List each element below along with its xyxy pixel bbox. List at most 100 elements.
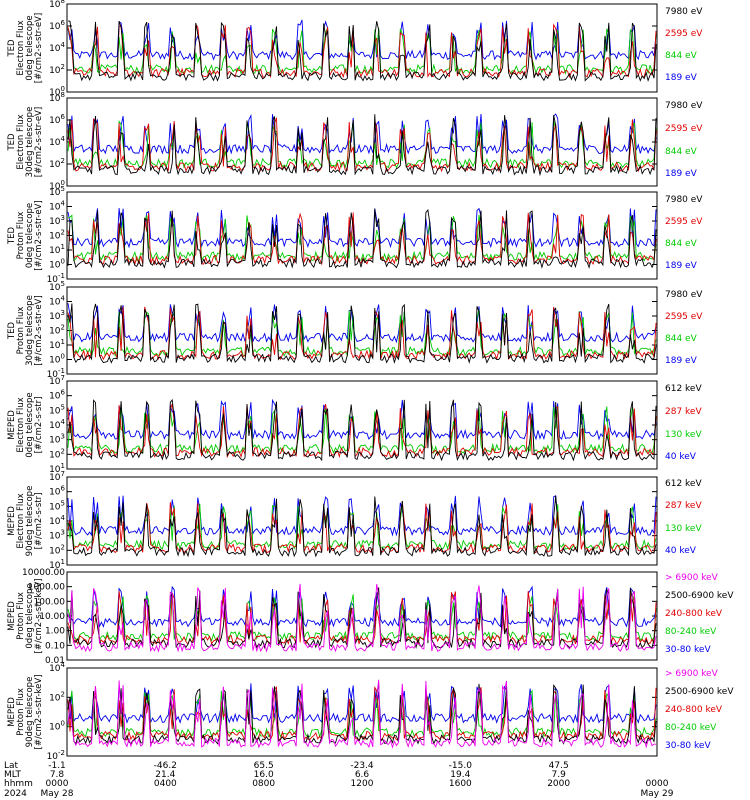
series-line (67, 119, 657, 170)
legend-label: 189 eV (665, 169, 698, 179)
y-tick-label: 106 (49, 485, 65, 498)
x-tick-hhmm: 0800 (252, 779, 275, 789)
legend-label: 7980 eV (665, 7, 703, 17)
y-tick-label: 103 (49, 433, 65, 446)
x-tick-mlt: 21.4 (155, 770, 175, 780)
y-tick-label: 10.00 (39, 612, 65, 622)
series-line (67, 208, 657, 269)
series-line (67, 20, 657, 83)
y-tick-label: 106 (49, 19, 65, 32)
x-tick-hhmm: 1600 (449, 779, 472, 789)
y-axis-label: MEPEDProton Flux90deg telescope[#/cm2-s-… (7, 675, 44, 750)
legend-label: > 6900 keV (665, 573, 719, 583)
x-tick-mlt: 7.8 (50, 770, 65, 780)
y-tick-label: 106 (49, 113, 65, 126)
series-line (67, 686, 657, 742)
legend-label: 2595 eV (665, 124, 703, 134)
y-tick-label: 105 (49, 499, 65, 512)
series-line (67, 398, 657, 441)
legend-label: 240-800 keV (665, 705, 723, 715)
series-line (67, 683, 657, 745)
y-tick-label: 100.00 (34, 597, 66, 607)
x-tick-hhmm: 0000 (646, 779, 669, 789)
series-line (67, 309, 657, 358)
y-tick-label: 108 (49, 0, 65, 10)
legend-label: 287 keV (665, 501, 702, 511)
y-tick-label: 107 (49, 374, 65, 387)
legend-label: 7980 eV (665, 290, 703, 300)
series-line (67, 212, 657, 266)
y-tick-label: 100 (49, 258, 65, 271)
x-axis-row-label: MLT (4, 770, 22, 780)
series-line (67, 398, 657, 462)
panel-frame (66, 97, 658, 187)
series-line (67, 19, 657, 61)
y-tick-label: 104 (49, 200, 65, 213)
y-tick-label: 105 (49, 280, 65, 293)
series-line (67, 303, 657, 344)
y-tick-label: 100 (49, 179, 65, 192)
legend-label: 7980 eV (665, 101, 703, 111)
legend-label: 2595 eV (665, 312, 703, 322)
series-line (67, 303, 657, 364)
y-axis-label: MEPEDElectron Flux0deg telescope[#/cm2-s… (7, 392, 44, 457)
legend-label: 40 keV (665, 452, 697, 462)
legend-label: 80-240 keV (665, 627, 717, 637)
legend-label: 2500-6900 keV (665, 687, 734, 697)
x-axis-row-label: 2024 (4, 789, 27, 799)
series-line (67, 306, 657, 361)
y-tick-label: 101 (49, 558, 65, 571)
y-tick-label: 102 (49, 324, 65, 337)
y-tick-label: 100 (49, 353, 65, 366)
series-line (67, 113, 657, 155)
y-tick-label: 101 (49, 243, 65, 256)
y-tick-label: 103 (49, 214, 65, 227)
y-axis-label: MEPEDElectron Flux90deg telescope[#/cm2-… (7, 486, 44, 557)
y-tick-label: 102 (49, 63, 65, 76)
y-tick-label: 10-1 (47, 272, 65, 285)
x-tick-mlt: 19.4 (450, 770, 470, 780)
legend-label: 844 eV (665, 51, 698, 61)
series-line (67, 585, 657, 629)
y-axis-label: TEDProton Flux0deg telescope[#/cm2-s-str… (7, 200, 44, 270)
series-line (67, 689, 657, 739)
y-axis-label: TEDElectron Flux30deg telescope[#/cm2-s-… (7, 107, 44, 178)
y-tick-label: 102 (49, 690, 65, 703)
x-tick-mlt: 7.9 (552, 770, 567, 780)
legend-label: 40 keV (665, 546, 697, 556)
series-line (67, 27, 657, 75)
y-tick-label: 100 (49, 720, 65, 733)
y-tick-label: 106 (49, 389, 65, 402)
x-tick-lat: 65.5 (254, 761, 274, 771)
legend-label: 189 eV (665, 73, 698, 83)
y-tick-label: 102 (49, 229, 65, 242)
x-tick-mlt: 16.0 (254, 770, 274, 780)
y-tick-label: 108 (49, 91, 65, 104)
x-tick-hhmm: 2000 (547, 779, 570, 789)
legend-label: 240-800 keV (665, 609, 723, 619)
y-tick-label: 104 (49, 661, 65, 674)
y-tick-label: 102 (49, 157, 65, 170)
x-axis-row-label: hhmm (4, 779, 33, 789)
legend-label: 30-80 keV (665, 645, 711, 655)
series-line (67, 583, 657, 653)
x-tick-lat: 47.5 (549, 761, 569, 771)
panel-frame (66, 667, 658, 757)
legend-label: 189 eV (665, 356, 698, 366)
y-tick-label: 104 (49, 41, 65, 54)
y-tick-label: 105 (49, 185, 65, 198)
x-tick-lat: -23.4 (350, 761, 374, 771)
x-tick-lat: -15.0 (449, 761, 473, 771)
y-tick-label: 10-1 (47, 367, 65, 380)
legend-label: 844 eV (665, 334, 698, 344)
legend-label: 844 eV (665, 147, 698, 157)
legend-label: 130 keV (665, 524, 702, 534)
series-line (67, 406, 657, 455)
y-tick-label: 103 (49, 529, 65, 542)
series-line (67, 503, 657, 551)
y-tick-label: 1.00 (45, 627, 65, 637)
legend-label: 612 keV (665, 479, 702, 489)
y-tick-label: 10000.00 (22, 568, 65, 578)
legend-label: 612 keV (665, 384, 702, 394)
y-tick-label: 0.01 (45, 656, 65, 666)
